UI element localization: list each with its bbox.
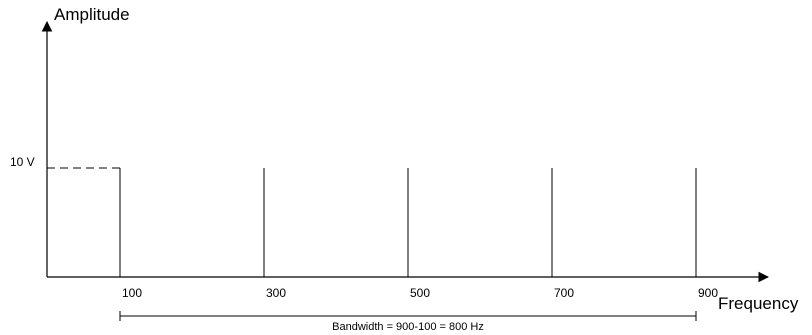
x-tick-labels: 100 300 500 700 900 (122, 286, 718, 300)
bandwidth-bracket: Bandwidth = 900-100 = 800 Hz (119, 311, 697, 333)
x-tick-label-700: 700 (554, 286, 574, 300)
y-axis-title: Amplitude (54, 5, 130, 24)
x-tick-label-300: 300 (266, 286, 286, 300)
x-tick-label-100: 100 (122, 286, 142, 300)
amplitude-level-label: 10 V (10, 155, 35, 169)
x-tick-label-500: 500 (410, 286, 430, 300)
spectral-lines (119, 168, 697, 277)
bandwidth-label: Bandwidth = 900-100 = 800 Hz (332, 321, 484, 333)
x-axis-title: Frequency (718, 294, 799, 313)
x-tick-label-900: 900 (698, 286, 718, 300)
